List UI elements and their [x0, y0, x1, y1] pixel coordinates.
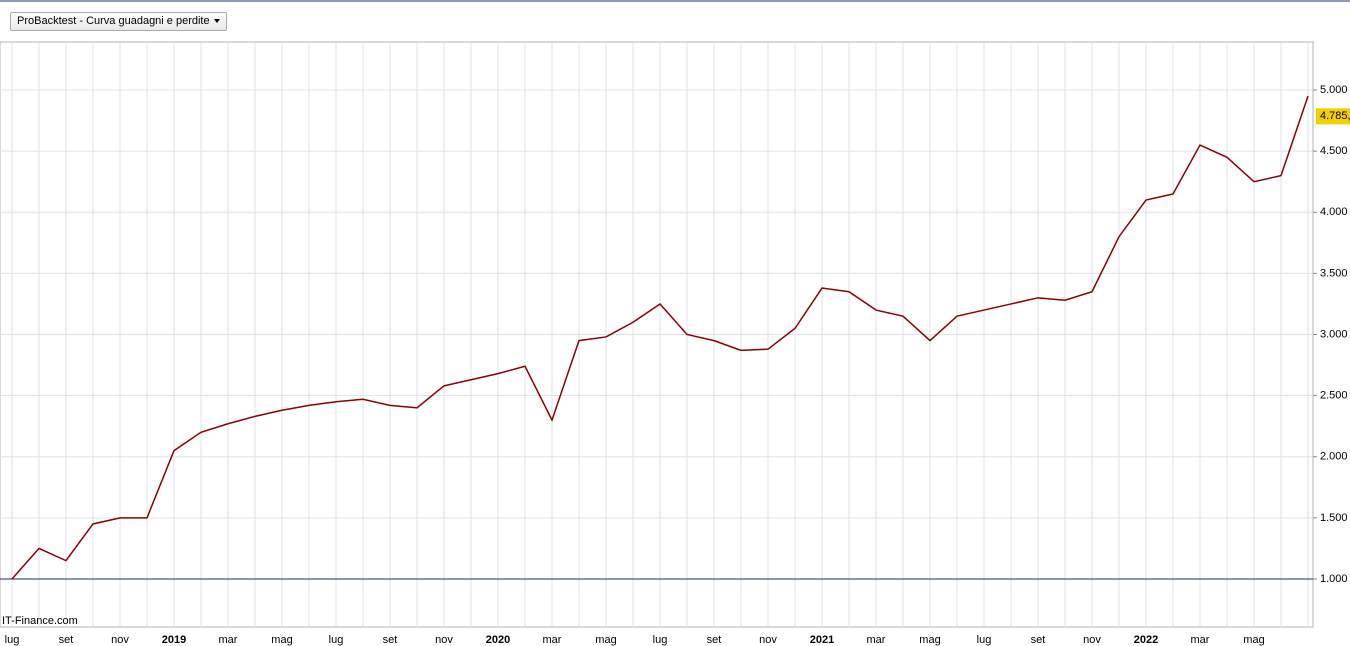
x-tick-label: mag [919, 634, 940, 646]
last-value-box [1316, 108, 1350, 125]
x-tick-label: mag [595, 634, 616, 646]
x-tick-label: mar [219, 634, 238, 646]
dropdown-label: ProBacktest - Curva guadagni e perdite [17, 15, 210, 27]
y-tick-label: 5.000 [1320, 84, 1348, 96]
x-tick-label: mar [867, 634, 886, 646]
y-tick-label: 4.000 [1320, 206, 1348, 218]
y-tick-label: 4.500 [1320, 145, 1348, 157]
last-value-label: 4.785, [1320, 110, 1350, 122]
x-tick-label: nov [1083, 634, 1101, 646]
x-tick-label: 2020 [486, 634, 510, 646]
x-tick-label: lug [653, 634, 668, 646]
y-tick-label: 3.000 [1320, 328, 1348, 340]
x-tick-label: lug [329, 634, 344, 646]
x-tick-label: lug [977, 634, 992, 646]
x-tick-label: 2019 [162, 634, 186, 646]
watermark: IT-Finance.com [2, 615, 78, 627]
dropdown[interactable]: ProBacktest - Curva guadagni e perdite [10, 12, 227, 31]
x-tick-label: 2021 [810, 634, 834, 646]
y-tick-label: 1.000 [1320, 573, 1348, 585]
x-tick-label: mar [543, 634, 562, 646]
y-tick-label: 3.500 [1320, 267, 1348, 279]
plot-frame [0, 41, 1314, 628]
x-tick-label: nov [759, 634, 777, 646]
y-tick-label: 2.000 [1320, 451, 1348, 463]
dropdown-arrow [213, 19, 220, 24]
x-tick-label: set [1031, 634, 1046, 646]
y-tick-label: 1.500 [1320, 512, 1348, 524]
x-tick-label: mag [271, 634, 292, 646]
x-tick-label: set [707, 634, 722, 646]
x-tick-label: 2022 [1134, 634, 1158, 646]
x-tick-label: lug [5, 634, 20, 646]
x-tick-label: set [383, 634, 398, 646]
x-tick-label: mag [1243, 634, 1264, 646]
x-tick-label: nov [435, 634, 453, 646]
equity-line [11, 95, 1309, 580]
x-tick-label: nov [111, 634, 129, 646]
x-tick-label: mar [1191, 634, 1210, 646]
x-tick-label: set [59, 634, 74, 646]
y-tick-label: 2.500 [1320, 390, 1348, 402]
